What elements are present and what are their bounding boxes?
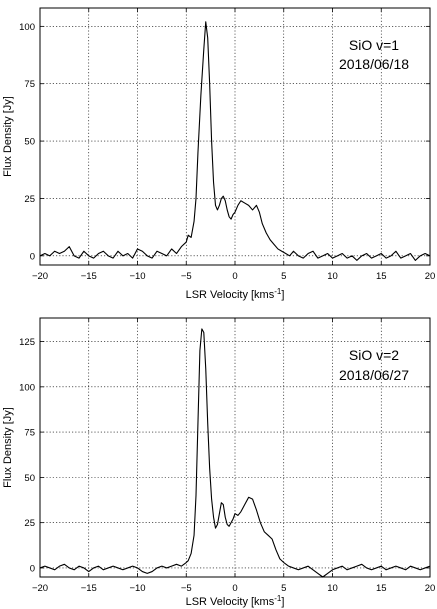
annotation-line-2: 2018/06/27 bbox=[339, 367, 409, 383]
y-tick-label: 125 bbox=[19, 337, 35, 348]
x-axis-label-exponent: -1 bbox=[274, 594, 282, 603]
x-tick-label: −5 bbox=[181, 271, 192, 282]
x-axis-label-main: LSR Velocity [kms bbox=[186, 289, 275, 301]
x-tick-label: 0 bbox=[232, 271, 237, 282]
x-tick-label: 10 bbox=[327, 583, 338, 594]
y-axis-label: Flux Density [Jy] bbox=[2, 407, 14, 488]
y-tick-label: 75 bbox=[24, 428, 35, 439]
spectrum-line bbox=[39, 328, 431, 578]
y-tick-label: 100 bbox=[19, 382, 35, 393]
x-axis-label: LSR Velocity [kms-1] bbox=[186, 287, 285, 302]
x-tick-label: 10 bbox=[327, 271, 338, 282]
x-tick-label: 5 bbox=[281, 271, 286, 282]
x-tick-label: −5 bbox=[181, 583, 192, 594]
chart-panel-v2: −20 −15 −10 −5 0 5 10 15 20 0 25 50 75 100 125 SiO v=… bbox=[2, 317, 435, 609]
y-tick-label: 0 bbox=[30, 251, 35, 262]
x-axis-label: LSR Velocity [kms-1] bbox=[186, 594, 285, 609]
y-tick-label: 100 bbox=[19, 22, 35, 33]
x-tick-label: 20 bbox=[425, 583, 436, 594]
x-tick-label: 0 bbox=[232, 583, 237, 594]
x-tick-label: −15 bbox=[81, 271, 97, 282]
x-tick-label: −10 bbox=[129, 271, 145, 282]
y-tick-labels: 0 25 50 75 100 125 bbox=[19, 337, 35, 574]
x-tick-label: 15 bbox=[376, 583, 387, 594]
y-tick-labels: 0 25 50 75 100 bbox=[19, 22, 35, 262]
x-tick-labels: −20 −15 −10 −5 0 5 10 15 20 bbox=[32, 583, 435, 594]
y-tick-label: 0 bbox=[30, 563, 35, 574]
x-tick-label: −20 bbox=[32, 583, 48, 594]
y-tick-label: 50 bbox=[24, 473, 35, 484]
annotation-line-1: SiO v=2 bbox=[349, 347, 399, 363]
grid-lines bbox=[40, 318, 430, 577]
annotation-line-1: SiO v=1 bbox=[349, 37, 399, 53]
x-axis-label-main: LSR Velocity [kms bbox=[186, 596, 275, 608]
chart-panel-v1: −20 −15 −10 −5 0 5 10 15 20 0 25 50 75 100 SiO v=1 2… bbox=[2, 7, 435, 302]
y-axis-label: Flux Density [Jy] bbox=[2, 96, 14, 177]
spectrum-line bbox=[39, 21, 431, 261]
x-tick-label: −10 bbox=[129, 583, 145, 594]
x-tick-label: 20 bbox=[425, 271, 436, 282]
y-tick-label: 75 bbox=[24, 79, 35, 90]
annotation-line-2: 2018/06/18 bbox=[339, 56, 409, 72]
x-axis-label-end: ] bbox=[281, 289, 284, 301]
grid-lines bbox=[40, 8, 430, 265]
x-tick-label: 15 bbox=[376, 271, 387, 282]
x-tick-label: −20 bbox=[32, 271, 48, 282]
y-tick-label: 25 bbox=[24, 518, 35, 529]
x-axis-label-exponent: -1 bbox=[274, 287, 282, 296]
y-tick-label: 25 bbox=[24, 194, 35, 205]
x-tick-label: −15 bbox=[81, 583, 97, 594]
x-axis-label-end: ] bbox=[281, 596, 284, 608]
y-tick-label: 50 bbox=[24, 137, 35, 148]
x-tick-label: 5 bbox=[281, 583, 286, 594]
x-tick-labels: −20 −15 −10 −5 0 5 10 15 20 bbox=[32, 271, 435, 282]
